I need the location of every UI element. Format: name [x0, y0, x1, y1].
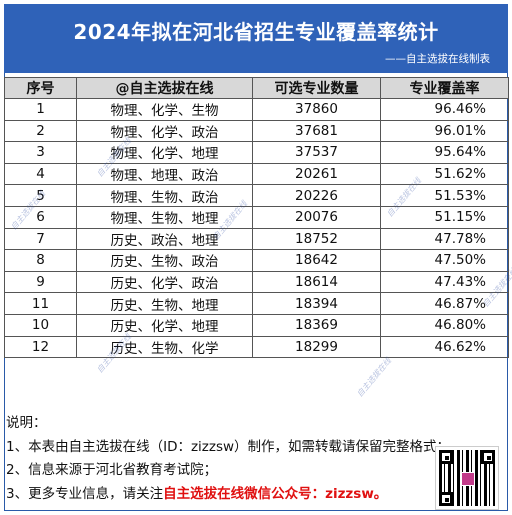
qr-code-image — [435, 446, 499, 510]
cell-no: 2 — [4, 119, 77, 143]
cell-count: 18752 — [252, 227, 381, 251]
cell-no: 6 — [4, 205, 77, 229]
table-row: 3 物理、化学、地理 37537 95.64% — [4, 141, 509, 164]
cell-no: 4 — [4, 162, 77, 186]
cell-subjects: 物理、化学、生物 — [76, 98, 253, 121]
notes-section: 说明： 1、本表由自主选拔在线（ID：zizzsw）制作，如需转载请保留完整格式… — [6, 412, 450, 506]
notes-line-1: 1、本表由自主选拔在线（ID：zizzsw）制作，如需转载请保留完整格式； — [6, 438, 451, 455]
cell-subjects: 物理、生物、地理 — [76, 205, 253, 229]
cell-no: 1 — [4, 98, 77, 121]
cell-subjects: 物理、地理、政治 — [76, 162, 253, 186]
table-row: 2 物理、化学、政治 37681 96.01% — [4, 119, 509, 143]
cell-count: 18642 — [252, 249, 381, 272]
table-row: 6 物理、生物、地理 20076 51.15% — [4, 205, 509, 229]
coverage-table: 序号 @自主选拔在线 可选专业数量 专业覆盖率 1 物理、化学、生物 37860… — [4, 77, 509, 359]
cell-subjects: 历史、化学、地理 — [76, 313, 253, 337]
cell-rate: 47.78% — [380, 227, 509, 251]
column-header-count: 可选专业数量 — [252, 77, 381, 99]
table-row: 7 历史、政治、地理 18752 47.78% — [4, 227, 509, 251]
cell-count: 37681 — [252, 119, 381, 143]
cell-subjects: 物理、化学、政治 — [76, 119, 253, 143]
cell-count: 18369 — [252, 313, 381, 337]
cell-subjects: 物理、生物、政治 — [76, 184, 253, 207]
table-row: 5 物理、生物、政治 20226 51.53% — [4, 184, 509, 207]
table-row: 1 物理、化学、生物 37860 96.46% — [4, 98, 509, 121]
cell-no: 3 — [4, 141, 77, 164]
cell-subjects: 物理、化学、地理 — [76, 141, 253, 164]
column-header-subjects: @自主选拔在线 — [76, 77, 253, 99]
column-header-rate: 专业覆盖率 — [380, 77, 509, 99]
notes-line-2: 2、信息来源于河北省教育考试院； — [6, 462, 218, 478]
notes-line-3: 3、更多专业信息，请关注自主选拔在线微信公众号：zizzsw。 — [6, 483, 450, 507]
cell-no: 12 — [4, 335, 77, 359]
notes-heading: 说明： — [6, 415, 47, 431]
notes-line-3-prefix: 3、更多专业信息，请关注 — [6, 485, 164, 502]
cell-no: 8 — [4, 249, 77, 272]
cell-rate: 47.50% — [380, 249, 509, 272]
cell-rate: 51.62% — [380, 162, 509, 186]
qr-finder-icon — [439, 492, 453, 506]
cell-rate: 96.46% — [380, 98, 509, 121]
cell-rate: 46.80% — [380, 313, 509, 337]
qr-finder-icon — [481, 450, 495, 464]
header-banner: 2024年拟在河北省招生专业覆盖率统计 ——自主选拔在线制表 — [4, 4, 508, 73]
cell-subjects: 历史、生物、政治 — [76, 249, 253, 272]
cell-no: 9 — [4, 270, 77, 294]
cell-rate: 95.64% — [380, 141, 509, 164]
cell-subjects: 历史、政治、地理 — [76, 227, 253, 251]
cell-subjects: 历史、生物、化学 — [76, 335, 253, 359]
qr-logo-icon — [461, 472, 475, 486]
table-row: 4 物理、地理、政治 20261 51.62% — [4, 162, 509, 186]
cell-count: 20076 — [252, 205, 381, 229]
table-row: 12 历史、生物、化学 18299 46.62% — [4, 335, 509, 359]
qr-finder-icon — [439, 450, 453, 464]
cell-count: 18394 — [252, 292, 381, 315]
cell-no: 10 — [4, 313, 77, 337]
cell-count: 18299 — [252, 335, 381, 359]
cell-count: 37537 — [252, 141, 381, 164]
cell-rate: 51.53% — [380, 184, 509, 207]
table-row: 11 历史、生物、地理 18394 46.87% — [4, 292, 509, 315]
table-header-row: 序号 @自主选拔在线 可选专业数量 专业覆盖率 — [4, 77, 509, 99]
cell-count: 20261 — [252, 162, 381, 186]
column-header-no: 序号 — [4, 77, 77, 99]
cell-count: 20226 — [252, 184, 381, 207]
cell-count: 18614 — [252, 270, 381, 294]
page-subtitle: ——自主选拔在线制表 — [385, 53, 490, 65]
cell-no: 5 — [4, 184, 77, 207]
cell-subjects: 历史、化学、政治 — [76, 270, 253, 294]
notes-line-3-highlight: 自主选拔在线微信公众号：zizzsw。 — [163, 485, 388, 502]
cell-no: 11 — [4, 292, 77, 315]
table-row: 8 历史、生物、政治 18642 47.50% — [4, 249, 509, 272]
table-row: 9 历史、化学、政治 18614 47.43% — [4, 270, 509, 294]
cell-rate: 46.62% — [380, 335, 509, 359]
table-row: 10 历史、化学、地理 18369 46.80% — [4, 313, 509, 337]
page-title: 2024年拟在河北省招生专业覆盖率统计 — [73, 20, 439, 44]
cell-count: 37860 — [252, 98, 381, 121]
cell-rate: 51.15% — [380, 205, 509, 229]
cell-subjects: 历史、生物、地理 — [76, 292, 253, 315]
cell-rate: 96.01% — [380, 119, 509, 143]
